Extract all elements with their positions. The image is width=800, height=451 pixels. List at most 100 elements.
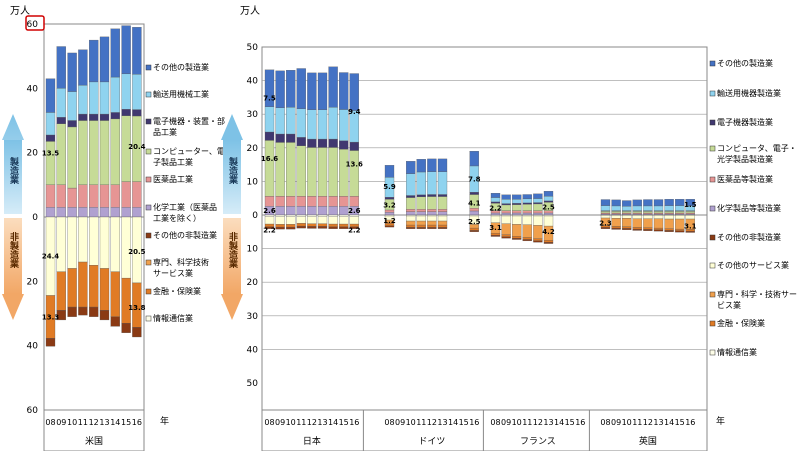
bar-segment-mfg [643, 199, 653, 207]
data-label: 4.1 [468, 200, 481, 208]
manufacturing-arrow-body-others [223, 140, 241, 214]
bar-segment-nonmfg [522, 215, 532, 225]
legend-swatch [709, 349, 716, 356]
bar-segment-nonmfg [643, 227, 653, 230]
bar-segment-mfg [632, 199, 642, 207]
bar-segment-mfg [132, 109, 142, 117]
bar-segment-nonmfg [533, 238, 543, 242]
y-tick-label: 10 [247, 177, 259, 187]
year-label: 14 [110, 418, 120, 427]
bar-segment-mfg [611, 199, 621, 207]
bar-segment-nonmfg [296, 214, 306, 217]
bar-segment-mfg [89, 207, 99, 218]
bar-segment-nonmfg [317, 214, 328, 217]
bar-segment-mfg [45, 134, 56, 142]
legend-swatch [709, 234, 716, 241]
bar-segment-mfg [339, 206, 349, 216]
bar-segment-mfg [675, 212, 685, 215]
bar-segment-mfg [121, 25, 131, 75]
bar-segment-nonmfg [416, 224, 426, 228]
bar-segment-mfg [56, 117, 66, 124]
year-label: 15 [459, 418, 469, 427]
y-tick-label: 0 [252, 211, 258, 221]
legend-swatch [709, 320, 716, 327]
bar-segment-mfg [121, 73, 131, 110]
y-tick-label: 20 [27, 277, 39, 287]
bar-segment-mfg [437, 194, 448, 197]
bar-segment-mfg [328, 66, 338, 108]
year-label: 08 [384, 418, 394, 427]
bar-segment-mfg [622, 206, 632, 211]
legend-label: 電子機器製造業 [717, 117, 773, 127]
bar-segment-nonmfg [643, 229, 653, 231]
bar-segment-nonmfg [522, 239, 532, 242]
bar-segment-mfg [512, 203, 522, 205]
year-label: 14 [554, 418, 564, 427]
bar-segment-mfg [78, 84, 88, 115]
year-label: 16 [685, 418, 695, 427]
bar-segment-nonmfg [632, 215, 642, 219]
bar-segment-mfg [384, 197, 395, 200]
bar-segment-nonmfg [45, 338, 56, 347]
legend-label: 金融・保険業 [153, 286, 201, 296]
data-label: 4.2 [542, 228, 555, 236]
bar-segment-mfg [427, 209, 437, 212]
bar-segment-nonmfg [685, 230, 695, 233]
bar-segment-nonmfg [501, 234, 511, 237]
bar-segment-mfg [490, 212, 501, 216]
bar-segment-nonmfg [89, 216, 99, 266]
region-label: 英国 [639, 435, 657, 447]
bar-segment-nonmfg [286, 226, 296, 230]
bar-segment-nonmfg [664, 215, 674, 220]
bar-segment-nonmfg [384, 225, 395, 228]
year-label: 09 [275, 418, 285, 427]
year-label: 15 [339, 418, 349, 427]
bar-segment-mfg [543, 200, 554, 203]
bar-segment-nonmfg [490, 215, 501, 223]
bar-segment-mfg [275, 133, 285, 143]
bar-segment-nonmfg [437, 224, 448, 228]
bar-segment-mfg [522, 212, 532, 216]
bar-segment-nonmfg [512, 215, 522, 225]
bar-segment-mfg [664, 205, 674, 211]
legend-swatch [709, 262, 716, 269]
bar-segment-nonmfg [653, 215, 664, 219]
bar-segment-mfg [490, 193, 501, 198]
bar-segment-mfg [275, 206, 285, 216]
year-label: 14 [448, 418, 458, 427]
year-label: 16 [349, 418, 359, 427]
bar-segment-mfg [349, 150, 359, 197]
year-label: 11 [296, 418, 306, 427]
bar-segment-mfg [533, 210, 543, 214]
bar-segment-mfg [469, 151, 479, 167]
others-bars: 2.6 2.6 16.6 13.6 7.5 9.4 2.2 2.2 3.2 5.9 4.1 7.8 1.… [261, 66, 697, 244]
bar-segment-mfg [56, 88, 66, 118]
bar-segment-mfg [349, 73, 359, 111]
legend-label: 専門・科学・技術サービス業 [717, 289, 797, 310]
bar-segment-nonmfg [296, 223, 306, 227]
data-label: 3.2 [383, 202, 396, 210]
bar-segment-mfg [533, 198, 543, 203]
bar-segment-nonmfg [78, 306, 88, 316]
bar-segment-mfg [132, 27, 142, 75]
bar-segment-mfg [685, 212, 695, 215]
bar-segment-nonmfg [264, 226, 275, 229]
year-label: 13 [653, 418, 663, 427]
bar-segment-nonmfg [99, 216, 110, 269]
y-tick-label: 50 [247, 43, 259, 53]
legend-swatch [145, 148, 152, 155]
bar-segment-mfg [339, 196, 349, 207]
year-label: 12 [89, 418, 99, 427]
bar-segment-nonmfg [121, 322, 131, 333]
bar-segment-mfg [653, 213, 664, 216]
bar-segment-nonmfg [328, 226, 338, 229]
bar-segment-nonmfg [406, 227, 416, 229]
bar-segment-mfg [512, 212, 522, 216]
bar-segment-mfg [67, 120, 77, 128]
data-label: 3.1 [684, 222, 697, 230]
legend-label: その他のサービス業 [717, 260, 789, 270]
bar-segment-mfg [427, 171, 437, 195]
bar-segment-mfg [437, 209, 448, 212]
bar-segment-mfg [317, 147, 328, 197]
